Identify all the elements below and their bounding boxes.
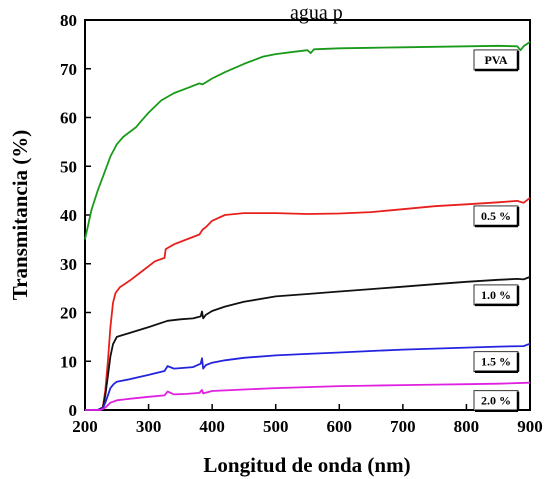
x-tick-label: 800 xyxy=(454,417,480,436)
series-line-1 xyxy=(85,197,531,411)
x-tick-label: 900 xyxy=(517,417,543,436)
x-tick-label: 500 xyxy=(263,417,289,436)
series-labels: PVA 0.5 % 1.0 % 1.5 % 2.0 % xyxy=(473,49,520,412)
series-line-2 xyxy=(85,276,531,411)
y-axis-label: Transmitancia (%) xyxy=(8,130,32,301)
series-label-3: 1.5 % xyxy=(481,355,511,369)
series-line-4 xyxy=(85,381,531,411)
series-lines xyxy=(84,41,531,411)
x-tick-label: 300 xyxy=(136,417,162,436)
series-line-3 xyxy=(85,342,531,411)
y-tick-label: 40 xyxy=(60,206,77,225)
series-label-2: 1.0 % xyxy=(481,288,511,302)
y-tick-label: 0 xyxy=(69,401,78,420)
y-tick-label: 80 xyxy=(60,11,77,30)
x-tick-label: 700 xyxy=(390,417,416,436)
y-tick-label: 10 xyxy=(60,352,77,371)
series-line-0 xyxy=(84,41,531,240)
y-tick-label: 30 xyxy=(60,255,77,274)
series-label-1: 0.5 % xyxy=(481,209,511,223)
y-tick-label: 60 xyxy=(60,109,77,128)
chart-title-fragment: agua p xyxy=(290,2,343,24)
y-tick-label: 20 xyxy=(60,304,77,323)
x-tick-label: 600 xyxy=(327,417,353,436)
series-label-4: 2.0 % xyxy=(481,394,511,408)
x-axis-label: Longitud de onda (nm) xyxy=(203,453,410,477)
plot-frame xyxy=(84,19,531,411)
y-tick-label: 70 xyxy=(60,60,77,79)
y-tick-label: 50 xyxy=(60,157,77,176)
x-tick-label: 200 xyxy=(72,417,98,436)
x-tick-label: 400 xyxy=(199,417,225,436)
axis-ticks: 200 300 400 500 600 700 800 900 0 10 20 30 40 50 60 70 8… xyxy=(60,11,543,436)
series-label-0: PVA xyxy=(484,53,507,67)
